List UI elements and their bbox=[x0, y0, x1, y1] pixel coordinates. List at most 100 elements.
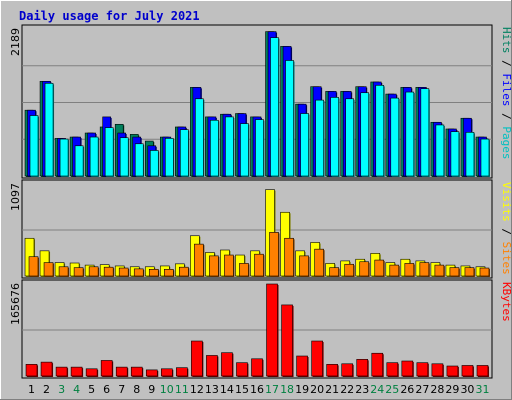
bar-face bbox=[464, 267, 475, 277]
bar-face bbox=[148, 268, 159, 277]
bar-face bbox=[194, 243, 204, 277]
legend-separator: / bbox=[500, 107, 512, 127]
x-tick-label: 28 bbox=[430, 383, 444, 396]
bar-kbytes bbox=[176, 367, 189, 377]
x-tick-label: 27 bbox=[415, 383, 429, 396]
bar-face bbox=[431, 363, 444, 377]
bar-face bbox=[74, 145, 84, 177]
bar-face bbox=[165, 138, 174, 177]
bar-face bbox=[210, 119, 219, 177]
bar-pages bbox=[465, 132, 475, 177]
side-legend: Hits / Files / Pages bbox=[500, 27, 512, 160]
x-tick-label: 4 bbox=[73, 383, 80, 396]
bar-face bbox=[266, 283, 278, 377]
bar-kbytes bbox=[446, 365, 459, 377]
bar-pages bbox=[104, 127, 115, 177]
side-legend: Visits / Sites bbox=[500, 182, 512, 275]
bar-face bbox=[371, 352, 384, 377]
x-tick-label: 7 bbox=[118, 383, 125, 396]
legend-visits: Visits bbox=[500, 182, 512, 222]
bar-face bbox=[281, 304, 293, 377]
bar-pages bbox=[240, 123, 250, 177]
bar-face bbox=[375, 85, 385, 177]
bar-face bbox=[270, 37, 279, 177]
bar-face bbox=[435, 124, 445, 177]
bar-face bbox=[255, 119, 264, 177]
bar-sites bbox=[479, 267, 490, 277]
bar-face bbox=[356, 359, 369, 377]
bar-sites bbox=[224, 254, 235, 277]
bar-pages bbox=[255, 119, 265, 177]
bar-kbytes bbox=[251, 358, 264, 377]
bar-face bbox=[269, 232, 279, 277]
x-tick-label: 23 bbox=[355, 383, 369, 396]
bar-sites bbox=[284, 237, 295, 277]
x-tick-label: 5 bbox=[88, 383, 95, 396]
bar-sites bbox=[344, 263, 355, 277]
bar-face bbox=[446, 365, 459, 377]
bar-face bbox=[404, 263, 415, 277]
bar-sites bbox=[239, 263, 250, 277]
x-tick-label: 29 bbox=[445, 383, 459, 396]
bar-kbytes bbox=[461, 365, 474, 377]
bar-face bbox=[180, 129, 189, 177]
bar-pages bbox=[225, 116, 235, 177]
bar-pages bbox=[59, 138, 70, 177]
x-tick-label: 22 bbox=[340, 383, 354, 396]
bar-kbytes bbox=[191, 340, 204, 377]
bar-sites bbox=[404, 263, 415, 277]
side-legend: KBytes bbox=[500, 282, 512, 322]
bar-kbytes bbox=[281, 304, 294, 377]
x-tick-label: 18 bbox=[280, 383, 294, 396]
bar-face bbox=[29, 115, 39, 177]
bar-sites bbox=[73, 267, 85, 277]
bar-pages bbox=[180, 129, 190, 177]
bar-face bbox=[330, 97, 339, 177]
bar-face bbox=[329, 267, 339, 277]
bar-sites bbox=[28, 256, 40, 277]
bar-pages bbox=[450, 131, 460, 177]
bar-face bbox=[296, 355, 308, 377]
bar-face bbox=[341, 363, 353, 377]
bar-pages bbox=[89, 136, 100, 177]
bar-pages bbox=[420, 88, 430, 177]
bar-pages bbox=[149, 150, 160, 177]
bar-sites bbox=[103, 266, 115, 277]
legend-hits: Hits bbox=[500, 27, 512, 54]
bar-pages bbox=[315, 99, 325, 177]
bar-face bbox=[164, 268, 174, 277]
bar-sites bbox=[118, 267, 130, 277]
bar-face bbox=[344, 263, 354, 277]
bar-face bbox=[70, 366, 83, 377]
bar-face bbox=[73, 267, 84, 277]
x-tick-label: 10 bbox=[160, 383, 174, 396]
bar-pages bbox=[330, 97, 340, 177]
bar-pages bbox=[360, 92, 370, 177]
bar-pages bbox=[390, 97, 400, 177]
x-tick-label: 13 bbox=[205, 383, 219, 396]
bar-face bbox=[311, 340, 323, 377]
bar-face bbox=[103, 266, 114, 277]
bar-face bbox=[236, 362, 248, 377]
legend-separator: / bbox=[500, 222, 512, 242]
bar-sites bbox=[88, 266, 100, 277]
x-tick-label: 26 bbox=[400, 383, 414, 396]
bar-pages bbox=[270, 37, 280, 178]
bar-face bbox=[55, 366, 68, 377]
bar-pages bbox=[435, 124, 445, 177]
bar-face bbox=[58, 266, 69, 277]
bar-face bbox=[480, 138, 490, 177]
panel-kbytes: 165676 KBytes bbox=[9, 279, 512, 379]
bar-face bbox=[476, 365, 489, 377]
bar-pages bbox=[74, 145, 85, 177]
bar-face bbox=[133, 268, 144, 277]
bar-face bbox=[420, 88, 430, 177]
bar-face bbox=[149, 150, 159, 177]
bar-sites bbox=[133, 268, 145, 277]
bar-face bbox=[390, 97, 400, 177]
bar-sites bbox=[329, 267, 340, 277]
x-tick-label: 16 bbox=[250, 383, 264, 396]
bar-kbytes bbox=[85, 368, 99, 377]
bar-sites bbox=[374, 259, 385, 277]
bar-pages bbox=[210, 119, 220, 177]
